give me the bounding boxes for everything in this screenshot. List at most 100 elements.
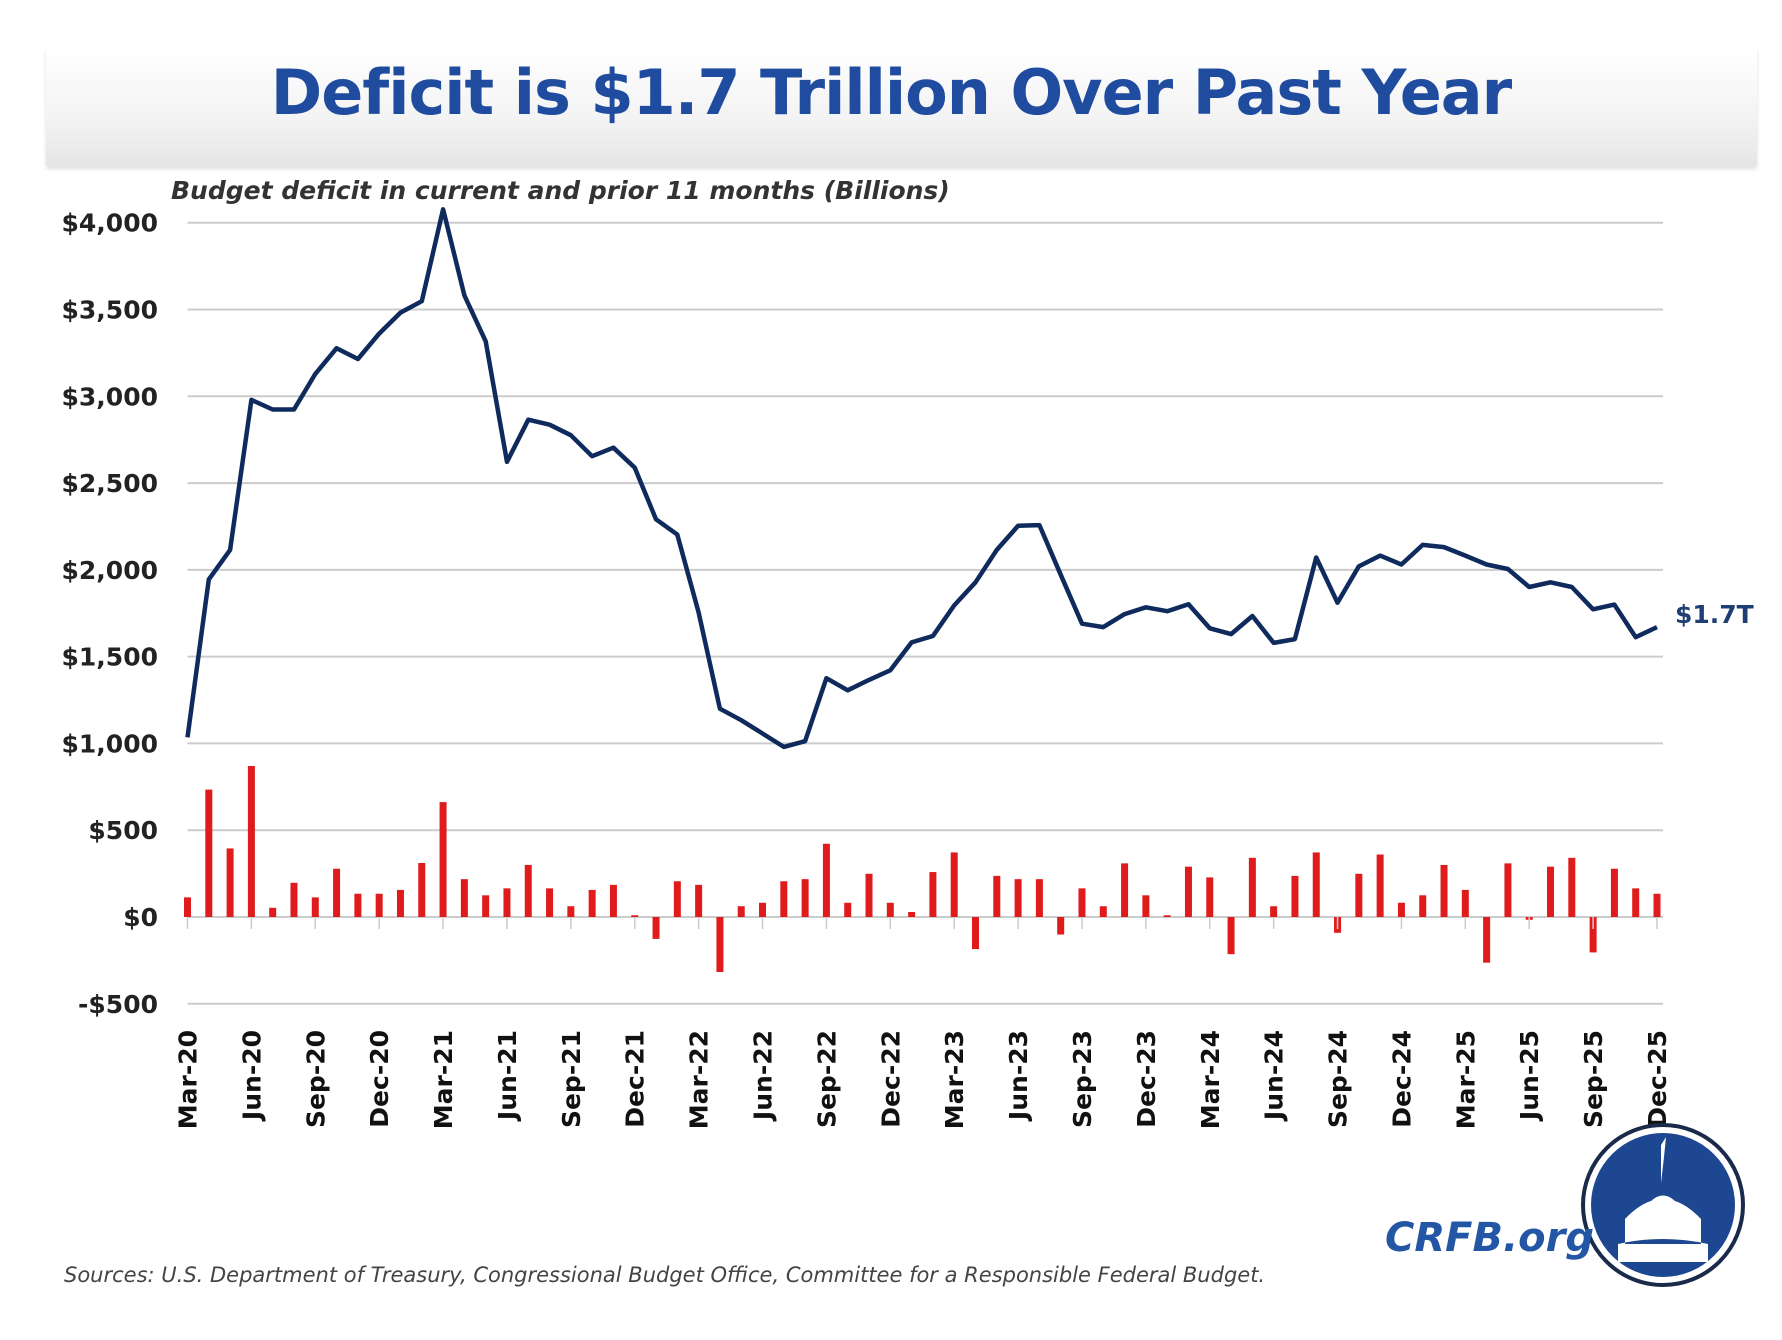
- monthly-deficit-bar: [609, 884, 617, 917]
- monthly-deficit-bar: [1376, 854, 1384, 917]
- monthly-deficit-bar: [886, 902, 894, 917]
- x-tick-label: Jun-23: [1004, 1030, 1033, 1122]
- monthly-deficit-bar: [801, 879, 809, 917]
- monthly-deficit-bar: [673, 881, 681, 917]
- y-tick-label: $2,500: [62, 469, 158, 498]
- y-tick-label: -$500: [78, 990, 158, 1019]
- monthly-deficit-bar: [418, 863, 426, 917]
- monthly-deficit-bar: [311, 897, 319, 917]
- y-tick-label: $500: [88, 816, 158, 845]
- monthly-deficit-bar: [396, 889, 404, 917]
- monthly-deficit-bar: [247, 765, 255, 917]
- end-value-annotation: $1.7T: [1675, 600, 1754, 629]
- monthly-deficit-bar: [1078, 888, 1086, 917]
- monthly-deficit-bar: [1397, 902, 1405, 917]
- monthly-deficit-bar: [1270, 906, 1278, 917]
- monthly-deficit-bar: [1227, 917, 1235, 955]
- monthly-deficit-bar: [184, 897, 191, 917]
- monthly-deficit-bar: [865, 873, 873, 917]
- x-tick-label: Sep-20: [301, 1030, 330, 1128]
- x-tick-label: Sep-21: [557, 1030, 586, 1128]
- monthly-deficit-bar: [269, 907, 277, 917]
- monthly-deficit-bar: [567, 906, 575, 917]
- x-tick-label: Mar-24: [1196, 1030, 1225, 1129]
- monthly-deficit-bar: [695, 884, 703, 917]
- crfb-logo: [1581, 1123, 1745, 1287]
- monthly-deficit-bar: [1355, 873, 1363, 917]
- y-tick-label: $3,000: [62, 382, 158, 411]
- y-tick-label: $1,500: [62, 643, 158, 672]
- monthly-deficit-bar: [1589, 917, 1597, 953]
- monthly-deficit-bar: [822, 843, 830, 917]
- monthly-deficit-bar: [205, 789, 213, 917]
- monthly-deficit-bar: [759, 902, 767, 917]
- monthly-deficit-bar: [950, 852, 958, 917]
- y-tick-label: $4,000: [62, 209, 158, 238]
- monthly-deficit-bar: [1312, 852, 1320, 917]
- monthly-deficit-bar: [1035, 879, 1043, 917]
- x-tick-label: Dec-20: [365, 1030, 394, 1128]
- x-tick-label: Sep-22: [812, 1030, 841, 1128]
- x-tick-label: Sep-25: [1579, 1030, 1608, 1128]
- crfb-brand: CRFB.org: [1385, 1215, 1595, 1261]
- x-tick-label: Jun-21: [493, 1030, 522, 1122]
- y-tick-label: $1,000: [62, 729, 158, 758]
- title-banner: [46, 48, 1757, 166]
- monthly-deficit-bar: [780, 881, 788, 917]
- monthly-deficit-bar: [1206, 877, 1214, 917]
- x-tick-label: Sep-24: [1324, 1030, 1353, 1128]
- monthly-deficit-bar: [354, 893, 362, 917]
- x-tick-label: Sep-23: [1068, 1030, 1097, 1128]
- monthly-deficit-bar: [908, 911, 916, 917]
- monthly-deficit-bar: [929, 872, 937, 917]
- monthly-deficit-bar: [1014, 879, 1022, 917]
- monthly-deficit-bar: [716, 917, 724, 973]
- monthly-deficit-bar: [737, 906, 745, 917]
- x-tick-label: Dec-21: [621, 1030, 650, 1128]
- monthly-deficit-bar: [482, 895, 490, 917]
- monthly-deficit-bar: [1248, 857, 1256, 917]
- y-tick-label: $0: [123, 903, 158, 932]
- monthly-deficit-bar: [503, 888, 511, 917]
- x-tick-label: Jun-24: [1260, 1030, 1289, 1122]
- monthly-deficit-bar: [1461, 889, 1469, 917]
- monthly-deficit-bar: [1163, 915, 1171, 917]
- monthly-deficit-bar: [971, 917, 979, 950]
- monthly-deficit-bar: [1099, 906, 1107, 917]
- monthly-deficit-bar: [290, 882, 298, 917]
- x-tick-label: Dec-22: [876, 1030, 905, 1128]
- monthly-deficit-bar: [1057, 917, 1065, 935]
- monthly-deficit-bar: [439, 802, 447, 917]
- x-tick-label: Mar-22: [685, 1030, 714, 1129]
- monthly-deficit-bar: [1184, 866, 1192, 917]
- x-tick-label: Jun-22: [749, 1030, 778, 1122]
- x-tick-label: Jun-20: [237, 1030, 266, 1122]
- monthly-deficit-bar: [546, 888, 554, 917]
- y-tick-label: $3,500: [62, 295, 158, 324]
- y-tick-label: $2,000: [62, 556, 158, 585]
- monthly-deficit-bar: [1504, 863, 1512, 917]
- monthly-deficit-bar: [1653, 893, 1661, 917]
- monthly-deficit-bar: [1483, 917, 1491, 963]
- x-tick-label: Dec-25: [1643, 1030, 1672, 1128]
- monthly-deficit-bar: [1419, 895, 1427, 917]
- deficit-line: [185, 207, 1658, 750]
- monthly-deficit-bar: [375, 893, 383, 917]
- monthly-deficit-bar: [844, 902, 852, 917]
- monthly-deficit-bar: [1568, 857, 1576, 917]
- monthly-deficit-bar: [524, 864, 532, 917]
- monthly-deficit-bar: [1547, 866, 1555, 917]
- monthly-deficit-bar: [652, 917, 660, 939]
- monthly-deficit-bar: [333, 868, 341, 917]
- monthly-deficit-bar: [1142, 895, 1150, 917]
- monthly-deficit-bar: [1440, 864, 1448, 917]
- x-tick-label: Jun-25: [1515, 1030, 1544, 1122]
- chart-subtitle: Budget deficit in current and prior 11 m…: [171, 176, 950, 205]
- x-tick-label: Mar-23: [940, 1030, 969, 1129]
- monthly-deficit-bar: [588, 889, 596, 917]
- monthly-deficit-bar: [631, 915, 639, 917]
- monthly-deficit-bar: [1632, 888, 1640, 917]
- monthly-deficit-bar: [226, 848, 234, 917]
- x-tick-label: Dec-23: [1132, 1030, 1161, 1128]
